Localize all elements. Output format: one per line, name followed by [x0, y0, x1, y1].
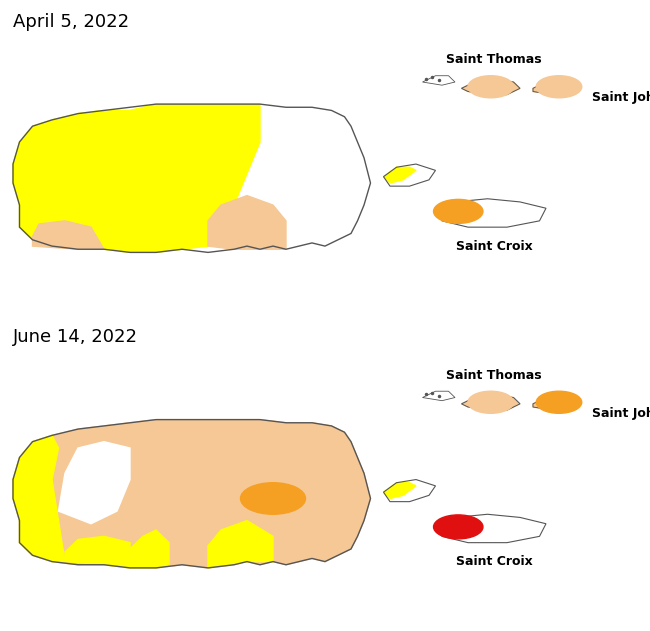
Circle shape	[536, 76, 582, 98]
Polygon shape	[182, 104, 260, 249]
Polygon shape	[13, 420, 370, 568]
Polygon shape	[208, 196, 286, 249]
Polygon shape	[208, 521, 273, 568]
Polygon shape	[384, 483, 416, 498]
Polygon shape	[13, 435, 65, 562]
Polygon shape	[130, 530, 169, 568]
Polygon shape	[436, 514, 546, 543]
Circle shape	[434, 199, 483, 223]
Circle shape	[536, 391, 582, 413]
Circle shape	[468, 391, 514, 413]
Circle shape	[240, 483, 306, 514]
Text: April 5, 2022: April 5, 2022	[13, 13, 129, 31]
Text: Saint Croix: Saint Croix	[456, 240, 532, 253]
Text: Saint John: Saint John	[592, 91, 650, 104]
Polygon shape	[117, 104, 208, 252]
Polygon shape	[58, 442, 130, 524]
Polygon shape	[533, 82, 578, 95]
Text: Saint Thomas: Saint Thomas	[446, 53, 542, 66]
Polygon shape	[533, 398, 578, 410]
Polygon shape	[436, 199, 546, 227]
Polygon shape	[462, 79, 520, 95]
Polygon shape	[32, 221, 104, 249]
Circle shape	[468, 76, 514, 98]
Polygon shape	[384, 167, 416, 183]
Text: June 14, 2022: June 14, 2022	[13, 328, 138, 346]
Text: Saint Thomas: Saint Thomas	[446, 369, 542, 382]
Polygon shape	[13, 110, 130, 252]
Polygon shape	[462, 394, 520, 410]
Text: Saint John: Saint John	[592, 407, 650, 420]
Polygon shape	[65, 536, 130, 568]
Text: Saint Croix: Saint Croix	[456, 555, 532, 569]
Circle shape	[434, 515, 483, 539]
